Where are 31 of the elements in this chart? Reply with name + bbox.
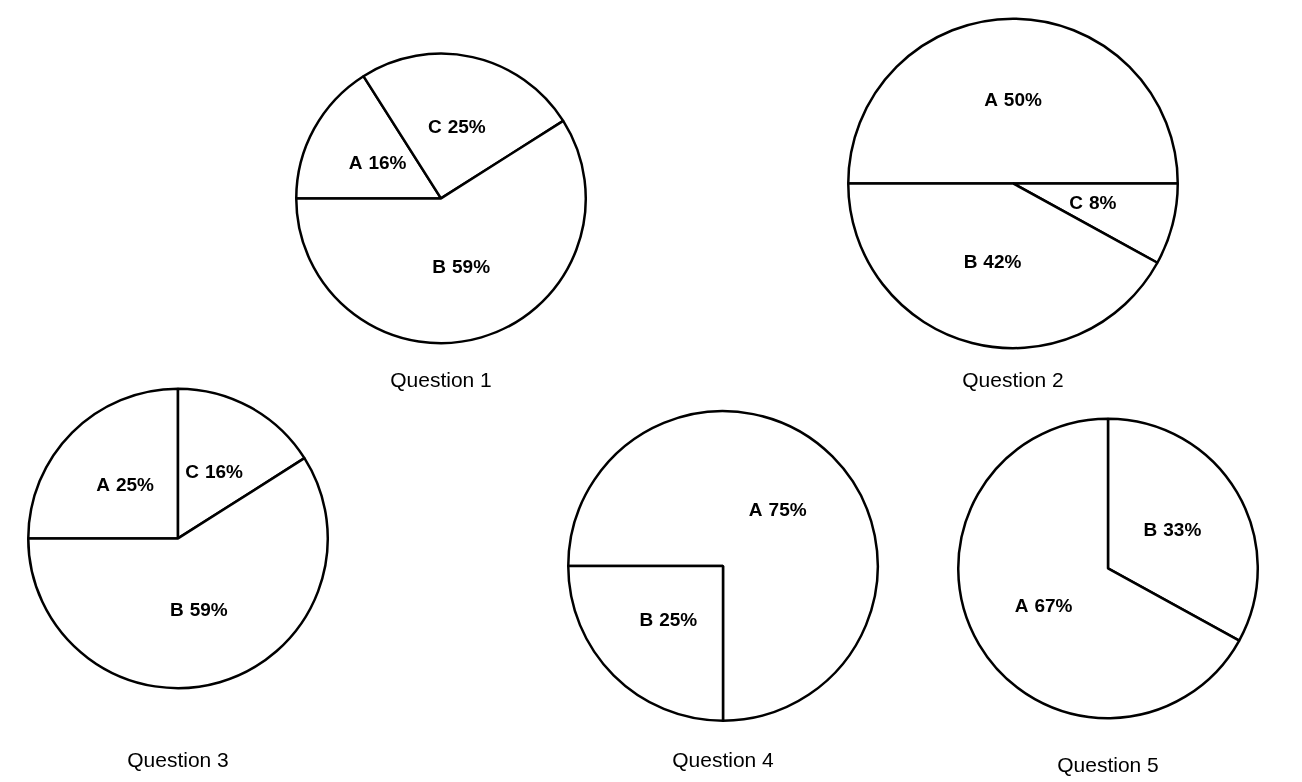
- slice-label: B: [963, 251, 978, 273]
- data-label: 59%: [452, 256, 491, 278]
- data-label: 33%: [1163, 518, 1202, 540]
- data-label: 25%: [115, 473, 155, 495]
- slice-label: B: [170, 598, 184, 620]
- data-label: 42%: [983, 251, 1022, 273]
- slice-label: B: [639, 608, 654, 630]
- data-label: 16%: [204, 461, 244, 483]
- slice-label: A: [348, 151, 363, 173]
- data-label: 75%: [768, 499, 807, 521]
- slice-label: C: [427, 116, 442, 137]
- slice-label: A: [748, 499, 763, 521]
- slice-label: A: [984, 89, 999, 111]
- slice-label: C: [185, 461, 200, 483]
- data-label: 67%: [1034, 594, 1073, 616]
- text: Question 2: [962, 368, 1064, 392]
- slice-label: A: [1014, 594, 1029, 616]
- data-label: 25%: [447, 116, 486, 137]
- slice-label: B: [1143, 518, 1158, 540]
- text: Question 4: [672, 748, 775, 772]
- slice-label: A: [96, 473, 111, 495]
- text: Question 1: [390, 368, 492, 392]
- data-label: 50%: [1003, 89, 1042, 111]
- text: Question 3: [127, 748, 229, 772]
- slice-label: C: [1069, 192, 1084, 214]
- text: Question 5: [1057, 753, 1159, 777]
- data-label: 8%: [1088, 192, 1117, 214]
- slice-label: B: [432, 256, 447, 278]
- data-label: 16%: [368, 151, 407, 173]
- data-label: 25%: [659, 608, 698, 630]
- data-label: 59%: [189, 598, 228, 620]
